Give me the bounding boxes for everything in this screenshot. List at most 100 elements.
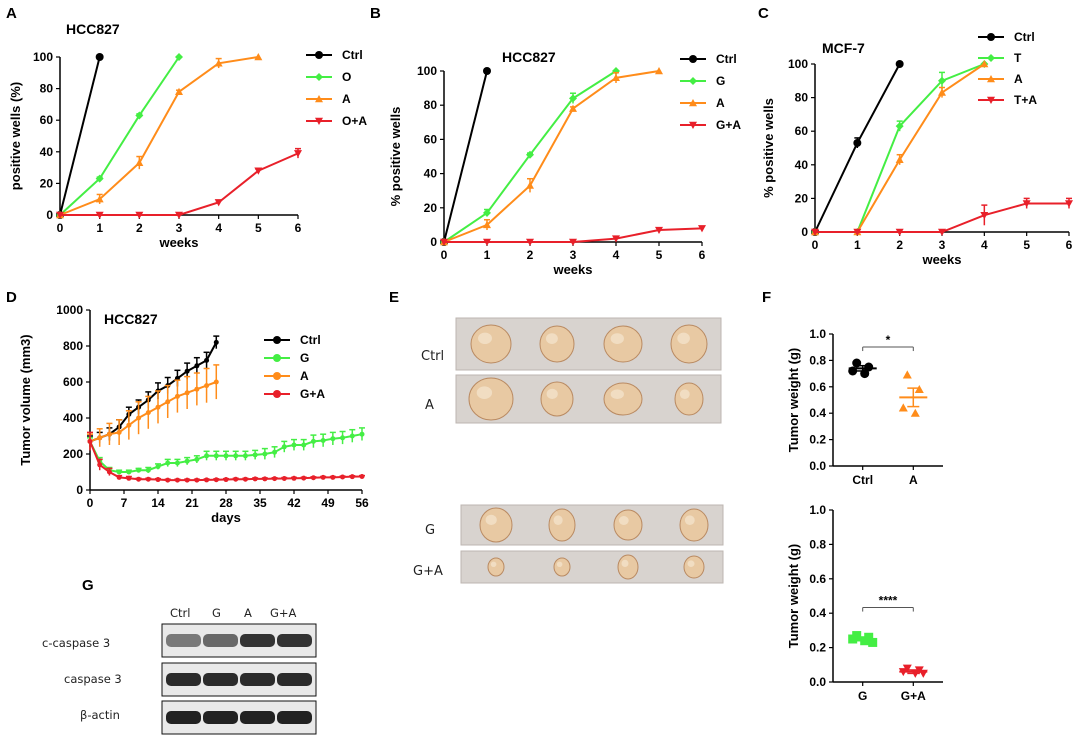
photo-row-label-a: A bbox=[425, 398, 434, 413]
data-point-G+A bbox=[262, 476, 268, 482]
data-point-G+A bbox=[155, 477, 161, 483]
data-point-G bbox=[310, 438, 316, 444]
legend-label-O: O bbox=[342, 70, 351, 84]
tumor-photos bbox=[455, 317, 724, 584]
blot-band bbox=[203, 673, 238, 686]
data-point-G+A bbox=[320, 474, 326, 480]
data-point-O+A bbox=[95, 211, 104, 219]
data-point-G bbox=[340, 435, 346, 441]
blot-band bbox=[166, 634, 201, 647]
legend-label-G+A: G+A bbox=[716, 118, 741, 132]
data-point-G bbox=[213, 453, 219, 459]
data-point-A bbox=[612, 73, 620, 82]
panel-a: A HCC827 0 20 40 60 80 100 0 1 2 3 4 5 6 weeks positiv… bbox=[6, 5, 367, 250]
data-point-G+A bbox=[242, 476, 248, 482]
data-point-Ctrl bbox=[95, 53, 104, 61]
x-tick-label: 1 bbox=[96, 221, 103, 235]
tumor-highlight bbox=[610, 389, 624, 400]
data-point-A bbox=[174, 393, 180, 399]
data-point-G bbox=[272, 449, 278, 455]
tumor-highlight bbox=[553, 515, 563, 525]
x-tick-label: 3 bbox=[570, 248, 577, 262]
data-point-A bbox=[254, 53, 263, 61]
panel-b-title: HCC827 bbox=[502, 49, 556, 65]
y-tick-label: 20 bbox=[40, 176, 54, 190]
tumor-image bbox=[539, 325, 575, 363]
blot-lane-label-g-plus-a: G+A bbox=[270, 606, 297, 620]
x-axis-label: days bbox=[211, 510, 241, 525]
tumor-highlight bbox=[610, 333, 624, 344]
x-tick-label: 5 bbox=[255, 221, 262, 235]
x-tick-label: 56 bbox=[355, 496, 369, 510]
x-tick-label: 6 bbox=[295, 221, 302, 235]
data-point-Ctrl bbox=[853, 138, 862, 147]
data-point-G+A bbox=[440, 238, 448, 246]
data-point-G+A bbox=[340, 474, 346, 480]
data-point-T+A bbox=[938, 228, 946, 236]
data-point-A bbox=[184, 390, 190, 396]
panel-c-title: MCF-7 bbox=[822, 40, 865, 56]
data-point-G+A bbox=[223, 477, 229, 483]
data-point-G bbox=[252, 452, 258, 458]
data-point-A bbox=[526, 181, 534, 189]
data-point-O+A bbox=[294, 150, 302, 158]
x-tick-label: 4 bbox=[215, 221, 222, 235]
chart-a: 0 20 40 60 80 100 0 1 2 3 4 5 6 weeks positive wells (… bbox=[8, 48, 367, 250]
legend-marker-A bbox=[987, 75, 995, 83]
tumor-image bbox=[540, 381, 574, 417]
chart-b: 0 20 40 60 80 100 0 1 2 3 4 5 6 weeks % positive wells… bbox=[388, 52, 741, 277]
photo-strip-g-plus-a bbox=[460, 550, 724, 584]
tumor-highlight bbox=[478, 332, 492, 344]
tumor-highlight bbox=[687, 560, 695, 567]
legend-marker-O bbox=[315, 73, 323, 81]
y-tick-label: 100 bbox=[417, 64, 437, 78]
panel-d-label: D bbox=[6, 289, 17, 306]
tumor-image bbox=[479, 507, 513, 543]
data-point-A bbox=[914, 384, 924, 394]
y-tick-label: 0.8 bbox=[809, 537, 826, 551]
tumor-image bbox=[470, 324, 512, 364]
data-point-A bbox=[895, 155, 904, 163]
panel-c: C MCF-7 0 20 40 60 80 100 0 1 2 3 4 5 6 weeks % positi… bbox=[758, 5, 1073, 267]
tumor-image bbox=[603, 382, 643, 416]
data-point-G bbox=[155, 464, 161, 470]
data-point-A bbox=[165, 399, 171, 405]
blot-lane-label-ctrl: Ctrl bbox=[170, 606, 190, 620]
blot-band bbox=[203, 634, 238, 647]
data-point-G+A bbox=[569, 238, 577, 246]
tumor-image bbox=[487, 557, 505, 577]
x-tick-label: 4 bbox=[613, 248, 620, 262]
x-tick-label: 35 bbox=[253, 496, 267, 510]
legend-label-A: A bbox=[716, 96, 725, 110]
data-point-O+A bbox=[135, 211, 144, 219]
data-point-A bbox=[194, 386, 200, 392]
y-tick-label: 40 bbox=[795, 158, 809, 172]
panel-d: D HCC827 0 200 400 600 800 1000 0 7 14 21 28 35 42 49… bbox=[6, 289, 369, 525]
blot-band bbox=[277, 673, 312, 686]
data-point-A bbox=[135, 158, 144, 167]
x-tick-label: 3 bbox=[176, 221, 183, 235]
data-point-A bbox=[95, 195, 104, 203]
data-point-G bbox=[184, 458, 190, 464]
data-point-G+A bbox=[310, 475, 316, 481]
y-tick-label: 800 bbox=[63, 339, 83, 353]
legend-label-A: A bbox=[300, 369, 309, 383]
y-axis-label: % positive wells bbox=[761, 98, 776, 198]
data-point-A bbox=[213, 379, 219, 385]
legend-label-G: G bbox=[716, 74, 725, 88]
x-tick-label: 28 bbox=[219, 496, 233, 510]
data-point-T+A bbox=[980, 212, 989, 220]
x-tick-label: 7 bbox=[121, 496, 128, 510]
data-point-G+A bbox=[97, 462, 103, 468]
data-point-G bbox=[526, 150, 534, 159]
panel-b: B HCC827 0 20 40 60 80 100 0 1 2 3 4 5 6 weeks % posit… bbox=[370, 5, 741, 277]
x-tick-label: 1 bbox=[484, 248, 491, 262]
panel-e: E Ctrl A G G+A bbox=[389, 289, 724, 584]
y-tick-label: 100 bbox=[788, 57, 808, 71]
blot-row-label-caspase3: caspase 3 bbox=[64, 672, 122, 686]
western-blot bbox=[161, 623, 317, 735]
data-point-G+A bbox=[483, 238, 491, 246]
panel-g-label: G bbox=[82, 577, 94, 594]
tumor-image bbox=[670, 324, 708, 364]
y-tick-label: 600 bbox=[63, 375, 83, 389]
